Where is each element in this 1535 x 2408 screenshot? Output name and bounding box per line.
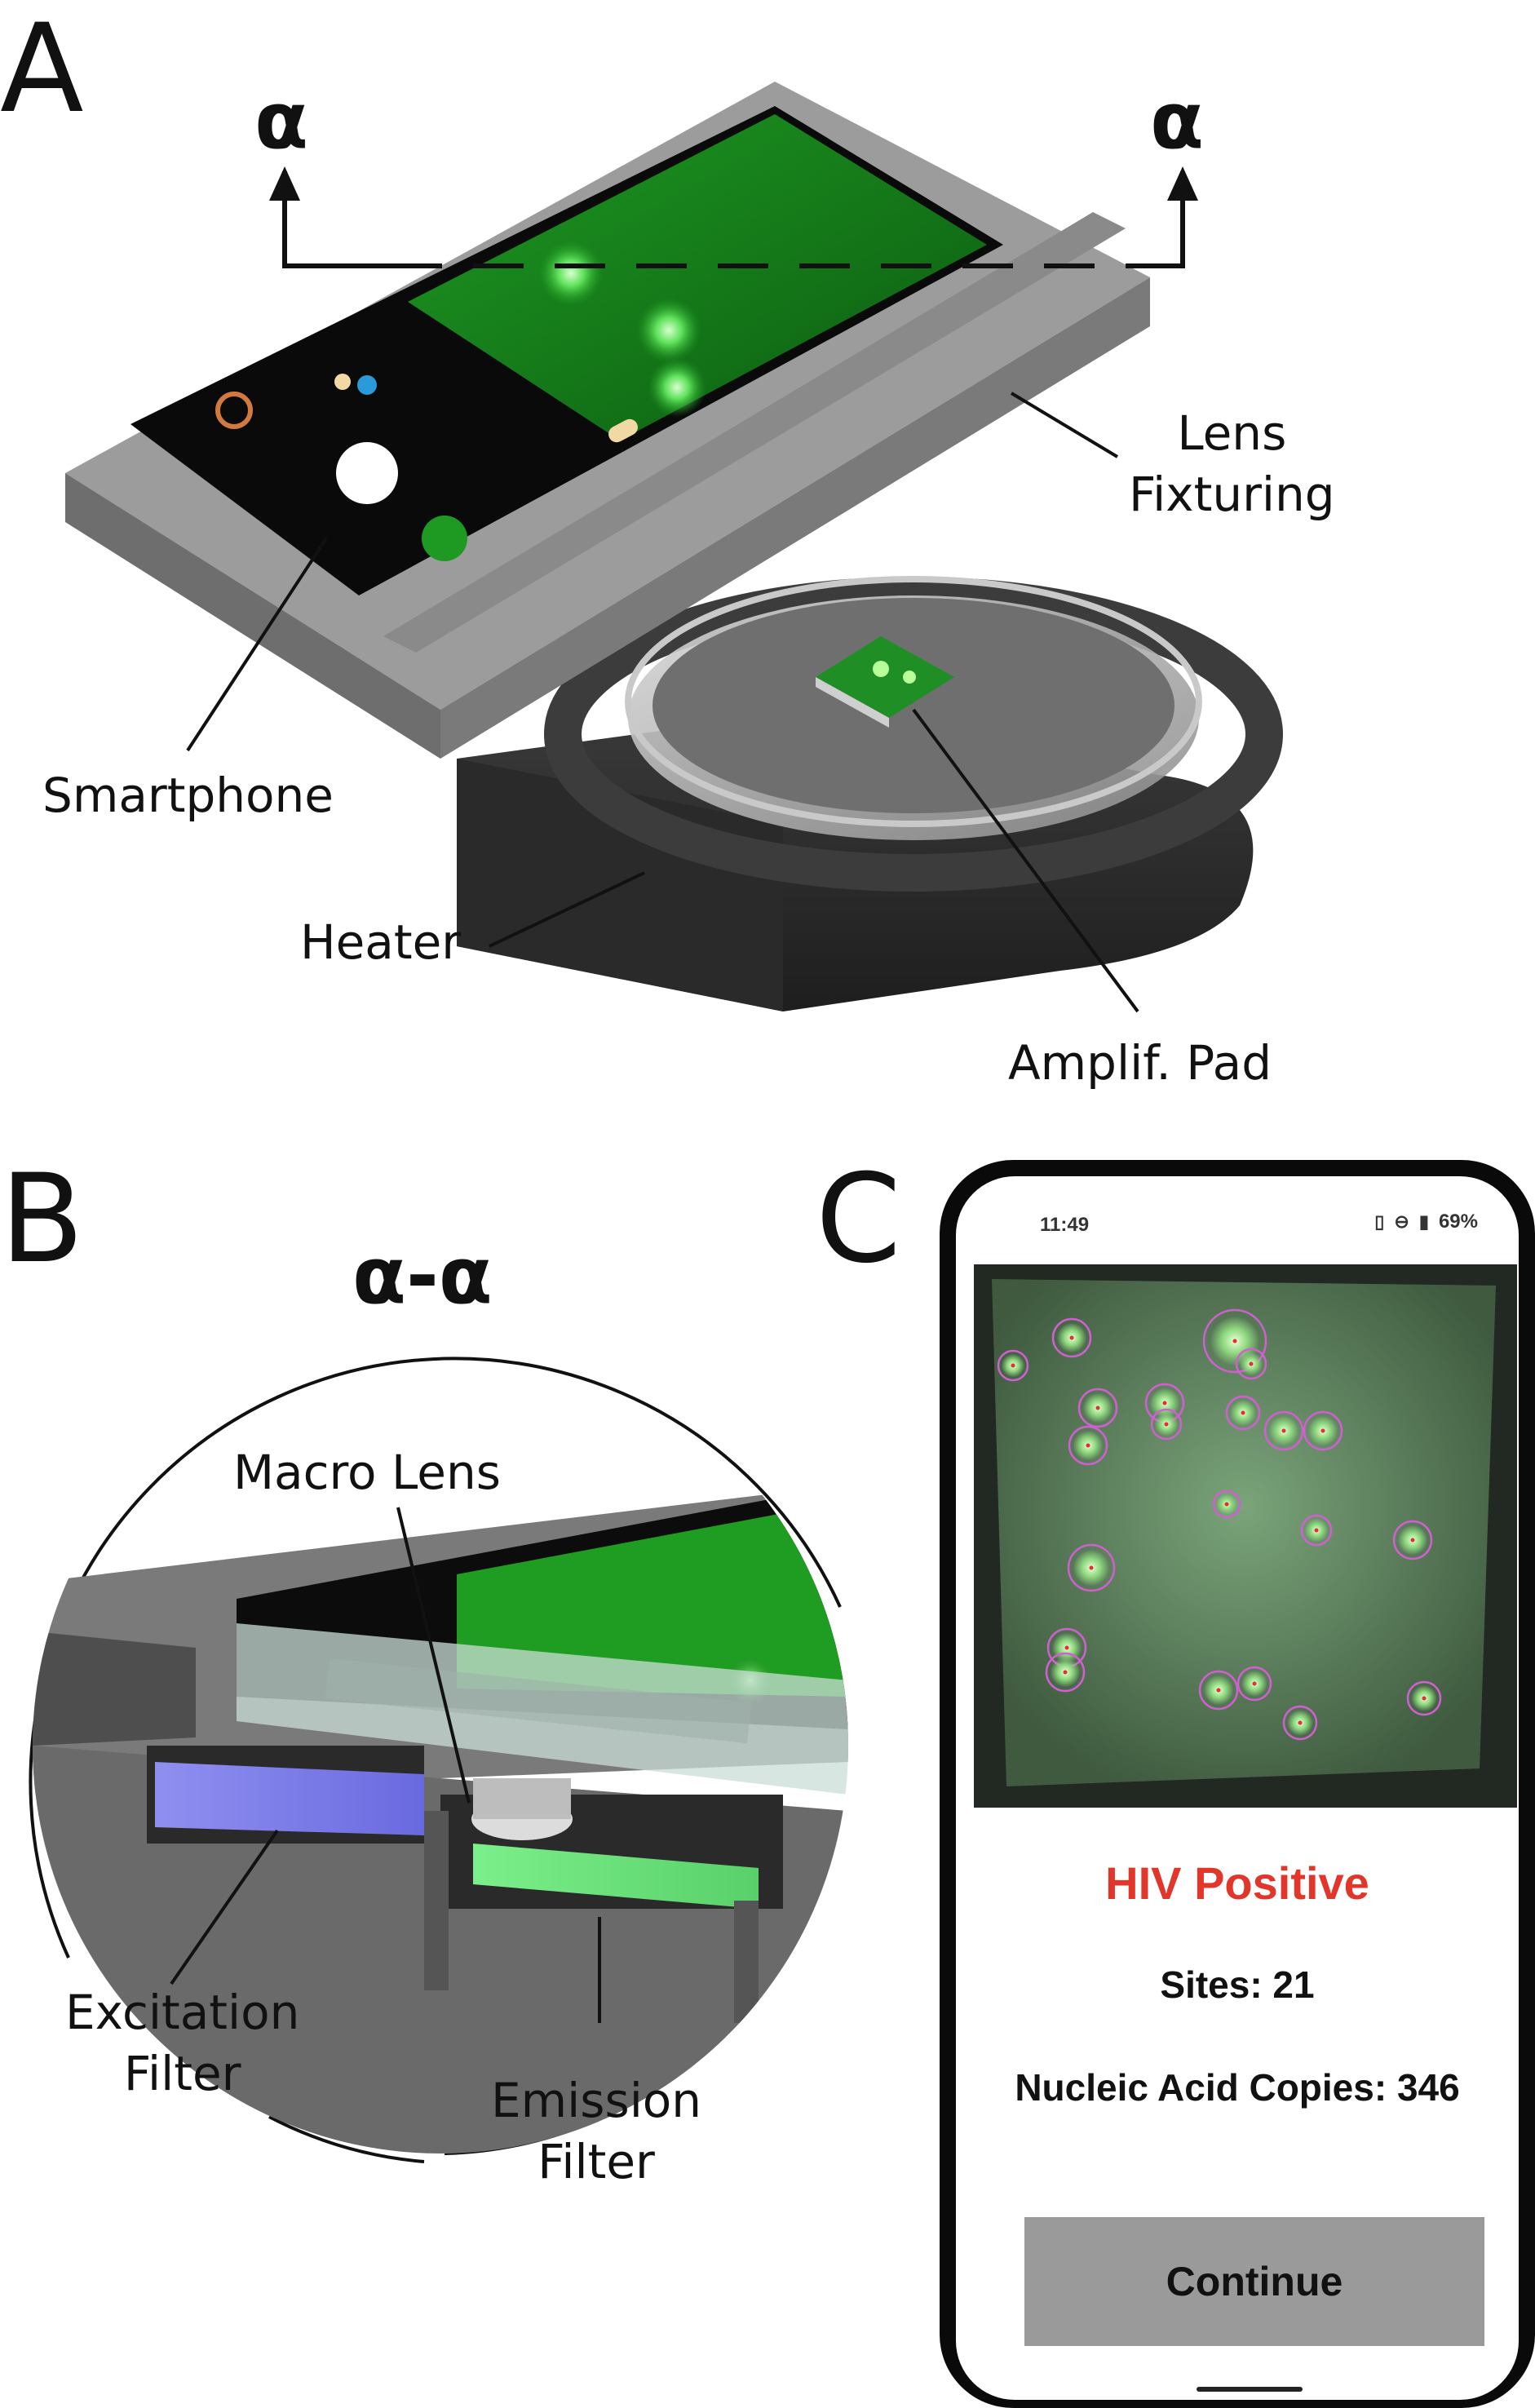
- section-arrow-left: [269, 166, 300, 201]
- site-center-dot: [1089, 1565, 1094, 1570]
- label-heater: Heater: [300, 914, 462, 970]
- site-circle: [1303, 1410, 1343, 1451]
- site-center-dot: [1011, 1363, 1015, 1368]
- site-circle: [997, 1349, 1029, 1382]
- site-center-dot: [1232, 1339, 1237, 1343]
- site-center-dot: [1314, 1528, 1319, 1533]
- site-center-dot: [1216, 1688, 1221, 1693]
- label-excitation-filter: Excitation Filter: [65, 1985, 300, 2102]
- continue-button[interactable]: Continue: [1024, 2217, 1484, 2346]
- dnd-icon: ⊖: [1394, 1211, 1409, 1232]
- site-center-dot: [1249, 1361, 1254, 1366]
- site-center-dot: [1281, 1428, 1286, 1433]
- site-center-dot: [1410, 1538, 1415, 1543]
- fluorescence-image: [974, 1264, 1517, 1808]
- site-center-dot: [1241, 1410, 1245, 1415]
- copies-count: Nucleic Acid Copies: 346: [1015, 2066, 1460, 2109]
- site-center-dot: [1422, 1696, 1427, 1701]
- smartphone-c: 11:49 ▯ ⊖ ▮ 69%: [940, 1160, 1535, 2408]
- site-circle: [1300, 1514, 1333, 1547]
- site-circle: [1236, 1666, 1272, 1702]
- site-circle: [1263, 1410, 1304, 1451]
- panel-c-letter: C: [816, 1149, 901, 1290]
- site-center-dot: [1063, 1670, 1068, 1675]
- site-circle: [1202, 1308, 1267, 1374]
- label-amplif-pad: Amplif. Pad: [1008, 1035, 1272, 1091]
- fluorescence-svg: [974, 1264, 1517, 1808]
- label-smartphone: Smartphone: [42, 768, 334, 823]
- phone-screen: 11:49 ▯ ⊖ ▮ 69%: [956, 1176, 1519, 2400]
- site-center-dot: [1298, 1720, 1303, 1725]
- site-circle: [1198, 1670, 1239, 1711]
- site-center-dot: [1086, 1443, 1090, 1448]
- site-center-dot: [1162, 1401, 1167, 1405]
- site-circle: [1212, 1490, 1241, 1519]
- site-center-dot: [1164, 1422, 1169, 1427]
- smartphone-a: [130, 106, 1003, 595]
- status-time: 11:49: [1040, 1214, 1090, 1236]
- site-circle: [1225, 1395, 1261, 1431]
- section-line: [282, 171, 1185, 268]
- site-circle: [1282, 1705, 1318, 1741]
- panel-a-illustration: [65, 82, 1283, 1013]
- battery-percent: 69%: [1438, 1211, 1478, 1233]
- section-arrow-right: [1167, 166, 1198, 201]
- section-marker-left: α: [254, 75, 308, 166]
- site-center-dot: [1320, 1428, 1325, 1433]
- site-center-dot: [1095, 1405, 1100, 1410]
- site-circle: [1235, 1348, 1267, 1380]
- panel-b-title: α-α: [352, 1230, 493, 1321]
- site-circle: [1068, 1425, 1108, 1466]
- result-title: HIV Positive: [1105, 1857, 1369, 1909]
- site-center-dot: [1252, 1681, 1257, 1686]
- panel-b-letter: B: [0, 1149, 84, 1290]
- battery-icon: ▮: [1418, 1211, 1429, 1232]
- label-macro-lens: Macro Lens: [233, 1445, 501, 1500]
- detected-sites: [997, 1308, 1442, 1741]
- sites-count: Sites: 21: [1160, 1963, 1315, 2006]
- site-circle: [1077, 1388, 1118, 1428]
- site-circle: [1406, 1680, 1442, 1716]
- site-circle: [1392, 1520, 1433, 1560]
- leader-lines-a: [186, 392, 1139, 1013]
- petri-dish: [625, 576, 1202, 840]
- panel-a-letter: A: [0, 0, 84, 140]
- status-icons: ▯ ⊖ ▮ 69%: [1374, 1211, 1478, 1233]
- home-indicator[interactable]: [1197, 2387, 1303, 2392]
- site-circle: [1045, 1652, 1086, 1693]
- site-center-dot: [1224, 1502, 1229, 1507]
- label-lens-fixturing: Lens Fixturing: [1129, 405, 1335, 523]
- amplification-pad: [816, 636, 954, 728]
- vibrate-icon: ▯: [1374, 1211, 1385, 1232]
- site-center-dot: [1064, 1645, 1069, 1650]
- site-circle: [1067, 1543, 1116, 1592]
- leader-lines-b: [170, 1507, 601, 2023]
- site-circle: [1051, 1317, 1092, 1358]
- section-marker-right: α: [1150, 75, 1204, 166]
- site-center-dot: [1069, 1335, 1074, 1340]
- label-emission-filter: Emission Filter: [491, 2073, 702, 2190]
- site-circle: [1150, 1408, 1183, 1441]
